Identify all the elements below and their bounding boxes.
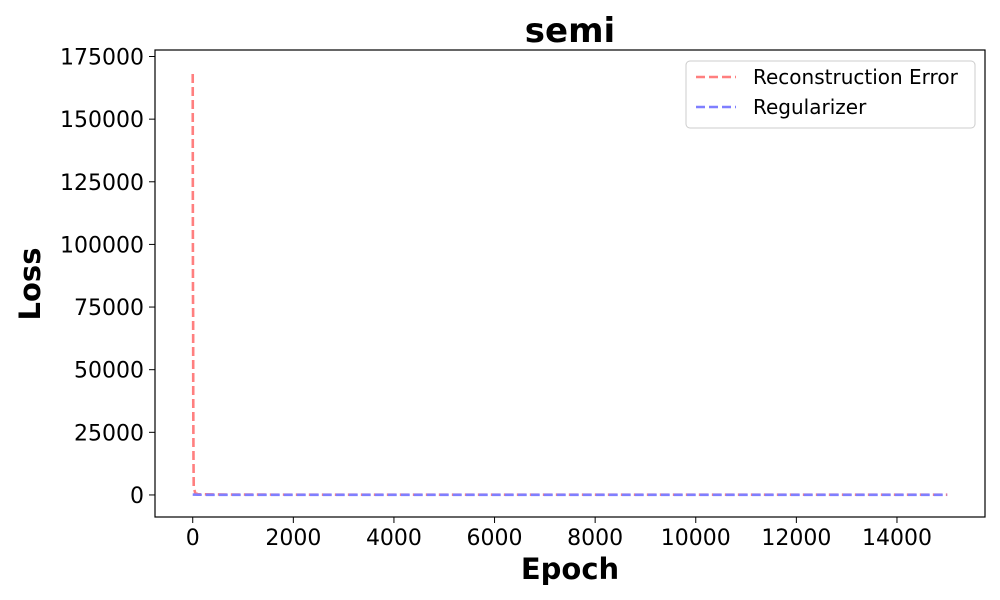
- y-tick-label: 150000: [60, 108, 144, 133]
- series-layer: [191, 74, 948, 497]
- x-tick-label: 0: [186, 526, 200, 551]
- x-axis-title: Epoch: [521, 552, 619, 586]
- series-line-reconstruction-error: [191, 74, 948, 497]
- legend-label-regularizer: Regularizer: [753, 95, 867, 119]
- x-tick-label: 8000: [567, 526, 623, 551]
- legend-label-reconstruction-error: Reconstruction Error: [753, 65, 959, 89]
- x-tick-label: 12000: [761, 526, 831, 551]
- y-tick-label: 75000: [74, 296, 144, 321]
- y-ticks: 0 25000 50000 75000 100000 125000 150000 175000: [60, 46, 155, 509]
- x-tick-label: 10000: [661, 526, 731, 551]
- y-tick-label: 100000: [60, 233, 144, 258]
- y-tick-label: 0: [130, 484, 144, 509]
- x-tick-label: 6000: [467, 526, 523, 551]
- y-axis-title: Loss: [13, 248, 47, 321]
- chart-title: semi: [525, 11, 615, 51]
- x-tick-label: 2000: [265, 526, 321, 551]
- plot-frame: [154, 49, 986, 518]
- y-tick-label: 25000: [74, 421, 144, 446]
- x-tick-label: 4000: [366, 526, 422, 551]
- x-ticks: 0 2000 4000 6000 8000 10000 12000 14000: [186, 517, 932, 551]
- legend: Reconstruction Error Regularizer: [685, 60, 976, 129]
- x-tick-label: 14000: [862, 526, 932, 551]
- y-tick-label: 50000: [74, 359, 144, 384]
- legend-box: [685, 60, 976, 129]
- y-tick-label: 125000: [60, 171, 144, 196]
- y-tick-label: 175000: [60, 46, 144, 71]
